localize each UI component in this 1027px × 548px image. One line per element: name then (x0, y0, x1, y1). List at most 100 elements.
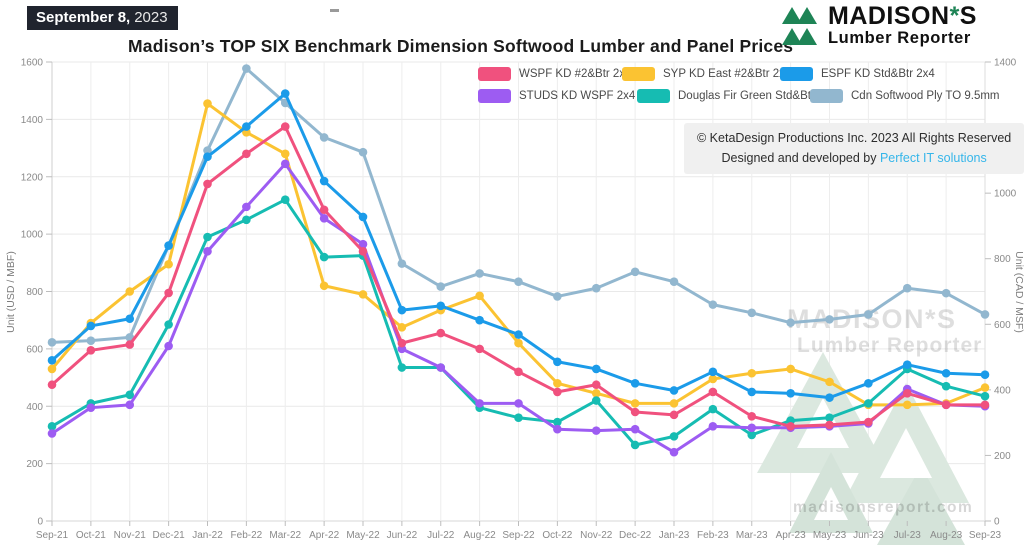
data-point[interactable] (514, 277, 523, 286)
data-point[interactable] (358, 247, 368, 256)
data-point[interactable] (203, 232, 212, 242)
legend-item[interactable]: Cdn Softwood Ply TO 9.5mm (810, 89, 1000, 103)
data-point[interactable] (164, 288, 173, 298)
data-point[interactable] (941, 288, 951, 298)
data-point[interactable] (203, 247, 212, 256)
data-point[interactable] (358, 290, 368, 299)
data-point[interactable] (319, 252, 329, 262)
data-point[interactable] (475, 315, 484, 325)
data-point[interactable] (669, 447, 679, 457)
data-point[interactable] (591, 380, 601, 390)
data-point[interactable] (475, 291, 484, 301)
data-point[interactable] (591, 283, 601, 293)
data-point[interactable] (553, 417, 562, 427)
data-point[interactable] (708, 374, 718, 384)
data-point[interactable] (358, 239, 368, 249)
data-point[interactable] (708, 387, 718, 397)
data-point[interactable] (203, 146, 212, 155)
data-point[interactable] (902, 283, 912, 293)
data-point[interactable] (47, 364, 57, 374)
data-point[interactable] (436, 363, 446, 372)
data-point[interactable] (864, 399, 873, 408)
data-point[interactable] (164, 341, 173, 351)
data-point[interactable] (553, 379, 562, 388)
data-point[interactable] (397, 305, 407, 315)
data-point[interactable] (786, 389, 795, 398)
data-point[interactable] (669, 399, 679, 408)
data-point[interactable] (902, 360, 912, 369)
data-point[interactable] (747, 411, 757, 421)
legend-item[interactable]: ESPF KD Std&Btr 2x4 (780, 67, 935, 81)
data-point[interactable] (164, 320, 173, 329)
data-point[interactable] (242, 149, 251, 159)
data-point[interactable] (669, 432, 679, 441)
data-point[interactable] (47, 422, 57, 431)
data-point[interactable] (708, 404, 718, 414)
data-point[interactable] (319, 214, 329, 223)
data-point[interactable] (436, 301, 446, 311)
data-point[interactable] (280, 89, 290, 98)
data-point[interactable] (514, 413, 523, 423)
data-point[interactable] (553, 292, 562, 301)
data-point[interactable] (280, 122, 290, 131)
data-point[interactable] (630, 407, 640, 417)
data-point[interactable] (125, 314, 135, 324)
data-point[interactable] (280, 149, 290, 159)
data-point[interactable] (397, 363, 407, 372)
data-point[interactable] (475, 399, 484, 408)
data-point[interactable] (47, 380, 57, 390)
data-point[interactable] (553, 387, 562, 397)
data-point[interactable] (242, 202, 251, 212)
data-point[interactable] (86, 346, 96, 355)
data-point[interactable] (864, 417, 873, 427)
data-point[interactable] (825, 413, 834, 423)
data-point[interactable] (941, 368, 951, 378)
data-point[interactable] (825, 393, 834, 402)
data-point[interactable] (630, 440, 640, 450)
data-point[interactable] (358, 147, 368, 157)
data-point[interactable] (397, 338, 407, 348)
data-point[interactable] (630, 424, 640, 434)
data-point[interactable] (708, 300, 718, 309)
data-point[interactable] (747, 308, 757, 318)
data-point[interactable] (164, 259, 173, 269)
data-point[interactable] (553, 357, 562, 367)
data-point[interactable] (941, 381, 951, 391)
data-point[interactable] (319, 176, 329, 186)
data-point[interactable] (47, 429, 57, 438)
data-point[interactable] (747, 430, 757, 440)
data-point[interactable] (980, 310, 990, 319)
data-point[interactable] (475, 269, 484, 278)
data-point[interactable] (980, 370, 990, 379)
data-point[interactable] (786, 364, 795, 374)
data-point[interactable] (319, 205, 329, 215)
data-point[interactable] (47, 356, 57, 365)
data-point[interactable] (319, 281, 329, 291)
data-point[interactable] (242, 122, 251, 131)
data-point[interactable] (825, 315, 834, 324)
data-point[interactable] (825, 420, 834, 430)
data-point[interactable] (514, 399, 523, 408)
legend-item[interactable]: STUDS KD WSPF 2x4 PET (478, 89, 661, 103)
data-point[interactable] (86, 403, 96, 412)
data-point[interactable] (747, 387, 757, 397)
data-point[interactable] (630, 379, 640, 388)
data-point[interactable] (591, 426, 601, 435)
data-point[interactable] (514, 338, 523, 348)
data-point[interactable] (825, 377, 834, 387)
data-point[interactable] (786, 422, 795, 431)
data-point[interactable] (902, 400, 912, 410)
data-point[interactable] (747, 368, 757, 378)
data-point[interactable] (242, 215, 251, 225)
data-point[interactable] (747, 423, 757, 433)
data-point[interactable] (591, 396, 601, 405)
data-point[interactable] (358, 212, 368, 222)
data-point[interactable] (125, 287, 135, 296)
data-point[interactable] (280, 159, 290, 169)
data-point[interactable] (203, 152, 212, 161)
data-point[interactable] (630, 267, 640, 277)
data-point[interactable] (280, 195, 290, 204)
data-point[interactable] (669, 277, 679, 286)
data-point[interactable] (397, 323, 407, 332)
data-point[interactable] (86, 336, 96, 345)
